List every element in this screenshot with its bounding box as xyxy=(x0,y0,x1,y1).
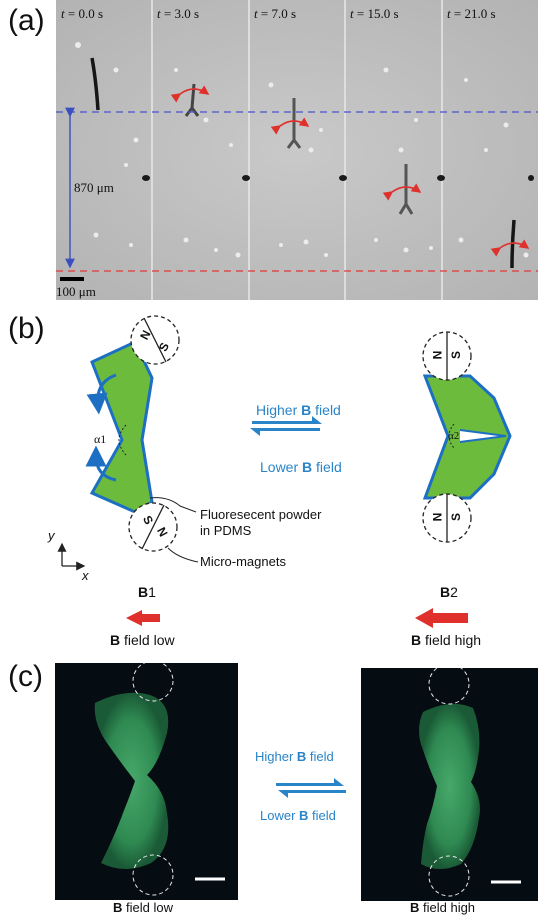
left-gripper-shape xyxy=(89,340,154,514)
time-label-4: t = 15.0 s xyxy=(350,6,399,21)
magnet-outline xyxy=(428,668,470,705)
rotation-arrow xyxy=(382,183,422,201)
magnet-outline xyxy=(132,854,174,896)
microrobot-frame-3 xyxy=(286,98,302,149)
microrobot-frame-5 xyxy=(510,219,516,269)
magnet-s-label: S xyxy=(449,350,464,360)
higher-field-label-c: Higher B field xyxy=(255,749,334,764)
angle-arc-right xyxy=(448,423,455,449)
b1-label: B1 xyxy=(138,584,156,600)
microrobot-frame-1 xyxy=(90,57,100,111)
panel-c-right-image xyxy=(361,668,538,901)
c-caption-high: B field high xyxy=(410,900,476,915)
field-arrow-high xyxy=(415,608,468,628)
background-particles xyxy=(75,42,529,258)
b2-label: B2 xyxy=(440,584,458,600)
magnet-divider xyxy=(141,504,165,550)
magnet-s-label: S xyxy=(449,512,464,522)
swap-arrows-c xyxy=(276,778,346,798)
lower-field-label-b: Lower B field xyxy=(260,459,342,475)
powder-annotation: Fluoresecent powder in PDMS xyxy=(200,507,322,538)
field-arrow-low xyxy=(126,610,160,626)
distance-label: 870 μm xyxy=(74,180,114,195)
panel-a-image xyxy=(56,0,538,300)
higher-field-label-b: Higher B field xyxy=(256,402,341,418)
axis-y-label: y xyxy=(48,528,55,543)
panel-c-left-image xyxy=(55,663,238,900)
panel-a-label: (a) xyxy=(8,4,45,37)
c-caption-low: B field low xyxy=(113,900,173,915)
bend-arrow-bottom xyxy=(85,445,117,482)
angle-label-left: α1 xyxy=(94,432,107,446)
magnet-outline xyxy=(428,855,470,897)
angle-arc-left xyxy=(118,424,127,456)
magnet-leader xyxy=(167,547,199,563)
microrobot-frame-4 xyxy=(398,164,414,215)
magnet-n-label: N xyxy=(430,512,445,522)
fluorescent-gripper-right xyxy=(419,703,480,869)
magnet-outline xyxy=(132,663,174,702)
right-gripper-gap xyxy=(459,429,507,443)
panel-b-diagram xyxy=(57,315,512,628)
time-label-1: t = 0.0 s xyxy=(61,6,104,21)
powder-leader xyxy=(149,497,197,513)
magnet-divider xyxy=(143,317,167,363)
magnets-annotation: Micro-magnets xyxy=(200,554,286,569)
angle-label-right: α2 xyxy=(448,430,460,442)
panel-c-label: (c) xyxy=(8,660,43,693)
b-field-low-label: B field low xyxy=(110,632,175,648)
axis-x-label: x xyxy=(82,568,89,583)
rotation-arrow xyxy=(490,239,530,257)
b-field-high-label: B field high xyxy=(411,632,482,648)
bend-arrow-top xyxy=(86,373,117,415)
fluorescent-gripper-left xyxy=(94,692,169,869)
scale-label: 100 μm xyxy=(56,284,96,299)
dark-particles xyxy=(142,175,534,181)
time-label-2: t = 3.0 s xyxy=(157,6,200,21)
rotation-arrow xyxy=(270,117,310,135)
magnet-n-label: N xyxy=(430,350,445,360)
time-label-5: t = 21.0 s xyxy=(447,6,496,21)
time-label-3: t = 7.0 s xyxy=(254,6,297,21)
lower-field-label-c: Lower B field xyxy=(260,808,336,823)
swap-arrows-b xyxy=(250,416,322,436)
rotation-arrow xyxy=(170,85,210,103)
panel-b-label: (b) xyxy=(8,312,45,345)
